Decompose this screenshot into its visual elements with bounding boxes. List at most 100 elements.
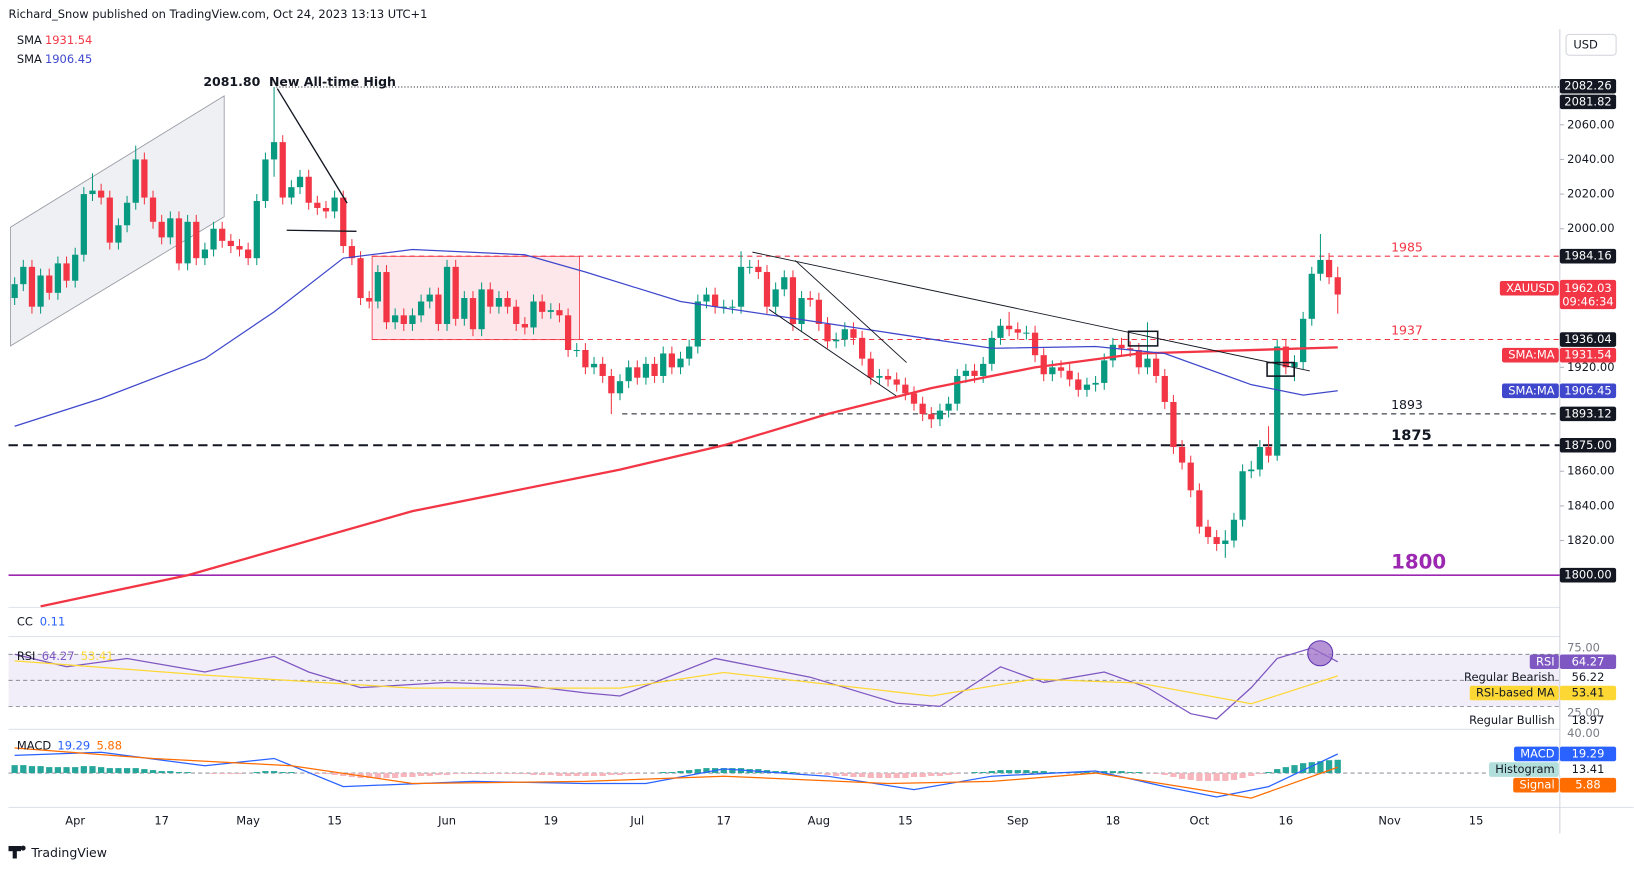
currency-box[interactable]	[1565, 33, 1617, 56]
histogram-bar	[521, 773, 528, 775]
candle-body	[642, 363, 650, 378]
histogram-bar	[106, 768, 113, 774]
histogram-bar	[1265, 772, 1272, 774]
level-tag	[1559, 406, 1617, 422]
candle-body	[1014, 329, 1021, 333]
histogram-bar	[1256, 773, 1264, 775]
footer-text: TradingView	[30, 845, 107, 860]
sma-tag	[1559, 383, 1617, 399]
candle-body	[1222, 540, 1229, 545]
histogram-bar	[1274, 769, 1281, 774]
candle-body	[305, 176, 312, 203]
candle-body	[521, 324, 528, 328]
symbol-tag	[1499, 280, 1559, 296]
x-tick-label: Sep	[1007, 813, 1029, 827]
candle-body	[340, 197, 347, 247]
sma-name-tag	[1502, 347, 1559, 363]
histogram-bar	[608, 773, 615, 776]
candle-body	[89, 190, 96, 195]
level-tag-label: 1984.16	[1564, 249, 1611, 263]
candle-body	[1248, 469, 1255, 472]
histogram-bar	[504, 773, 511, 775]
candle-body	[582, 349, 589, 368]
candle-body	[1075, 379, 1082, 390]
histogram-bar	[590, 773, 598, 777]
candle-body	[556, 310, 563, 316]
histogram-bar	[452, 773, 459, 775]
candle-body	[123, 202, 131, 226]
legend-title: RSI	[17, 649, 36, 663]
sma-name-tag	[1502, 383, 1559, 399]
sma-tag-label: 1906.45	[1564, 383, 1611, 397]
level-tag	[1559, 437, 1617, 453]
candle-body	[72, 254, 79, 281]
highlight-box	[1127, 330, 1159, 347]
candle-body	[409, 315, 416, 325]
y-tick-label: 2060.00	[1567, 117, 1614, 131]
rsi-pane	[8, 647, 1560, 720]
histogram-bar	[599, 773, 606, 777]
histogram-bar	[426, 773, 433, 777]
x-tick-label: Aug	[808, 813, 830, 827]
candle-body	[867, 358, 874, 378]
histogram-bar	[720, 768, 727, 774]
histogram-bar	[322, 773, 330, 775]
level-annotation: 1800	[1391, 551, 1446, 574]
histogram-bar	[867, 773, 874, 778]
header: Richard_Snow published on TradingView.co…	[9, 7, 428, 21]
y-tick-label: 1840.00	[1567, 498, 1614, 512]
histogram-bar	[253, 772, 260, 774]
histogram-bar	[850, 773, 857, 778]
legend-value: 5.88	[96, 738, 122, 752]
histogram-bar	[936, 773, 944, 777]
candle-body	[504, 298, 511, 307]
indicator-name-tag-label: RSI-based MA	[1476, 686, 1555, 700]
histogram-bar	[858, 773, 866, 778]
level-tag-label: 1936.04	[1564, 332, 1611, 346]
currency: USD	[1573, 37, 1598, 51]
histogram-bar	[20, 765, 27, 774]
histogram-bar	[833, 773, 840, 777]
candle-body	[1178, 446, 1186, 463]
candle-body	[1256, 446, 1264, 470]
logo	[12, 845, 17, 859]
trend-line	[752, 251, 1310, 372]
histogram-bar	[513, 773, 520, 775]
candle-body	[1265, 446, 1272, 456]
candle-body	[46, 275, 53, 293]
histogram-bar	[1118, 771, 1125, 774]
indicator-tag-label: 19.29	[1572, 746, 1605, 760]
candle-body	[1023, 332, 1030, 334]
candle-body	[573, 349, 580, 352]
candle-body	[763, 272, 771, 307]
histogram-bar	[1291, 765, 1298, 774]
histogram-bar	[1109, 771, 1117, 774]
histogram-bar	[694, 769, 701, 774]
candle-body	[711, 294, 719, 307]
candle-body	[1196, 490, 1203, 527]
candle-body	[686, 346, 693, 359]
indicator-name-tag	[1469, 685, 1559, 701]
histogram-bar	[902, 773, 909, 778]
legend-value: 1906.45	[45, 52, 92, 66]
histogram-bar	[72, 767, 79, 774]
histogram-bar	[789, 772, 797, 774]
candle-body	[20, 266, 27, 285]
candle-body	[988, 337, 995, 364]
histogram-bar	[660, 772, 667, 774]
x-tick-label: Oct	[1189, 813, 1209, 827]
indicator-name-tag-label: RSI	[1536, 654, 1555, 668]
y-tick-label: 1860.00	[1567, 464, 1614, 478]
candle-body	[1204, 526, 1212, 538]
histogram-bar	[1300, 763, 1307, 774]
histogram-bar	[1325, 760, 1333, 774]
level-annotation: 1893	[1391, 397, 1423, 412]
histogram-bar	[1196, 773, 1203, 781]
axis-tags: 2060.00 2040.00 2020.00 2000.00 1920.00 1860.…	[1464, 79, 1617, 793]
y-tick-label: 2040.00	[1567, 152, 1614, 166]
candle-body	[417, 301, 425, 316]
histogram-bar	[997, 770, 1004, 774]
candle-body	[1334, 277, 1341, 295]
indicator-line	[14, 751, 1338, 798]
candle-body	[37, 275, 44, 307]
